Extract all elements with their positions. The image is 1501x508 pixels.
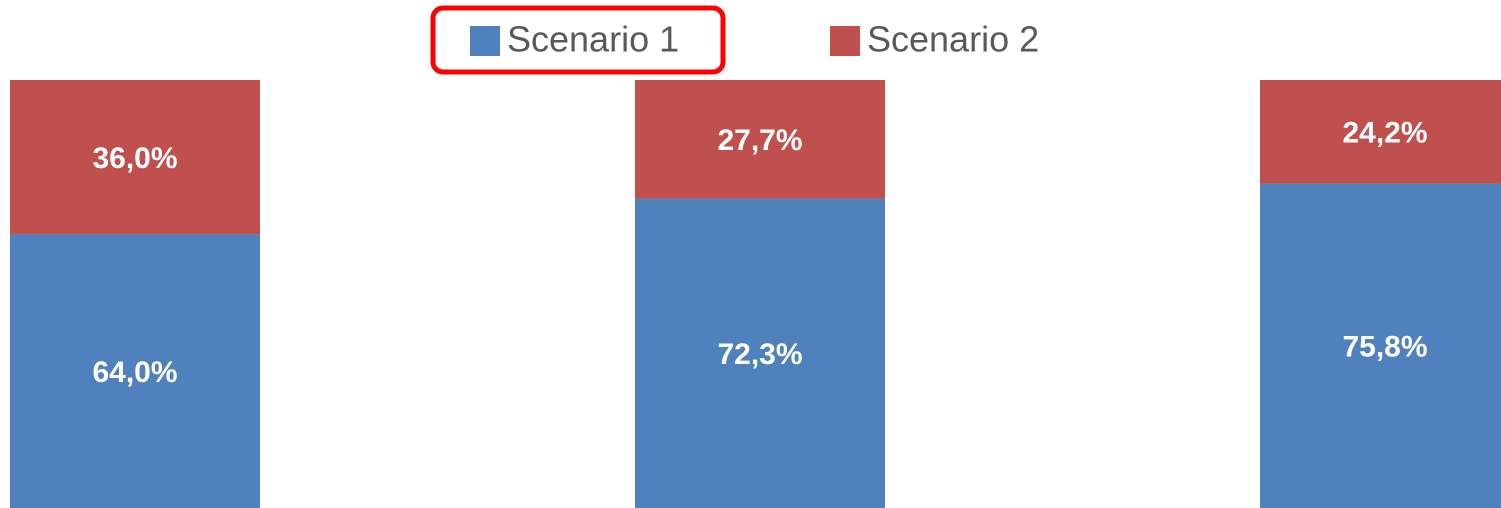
legend-swatch bbox=[470, 26, 500, 56]
bar-segment bbox=[1260, 80, 1501, 184]
value-label: 27,7% bbox=[717, 124, 802, 157]
bar-segment bbox=[1260, 183, 1501, 508]
legend-label: Scenario 2 bbox=[867, 19, 1039, 60]
value-label: 24,2% bbox=[1342, 117, 1427, 150]
value-label: 72,3% bbox=[717, 338, 802, 371]
legend-swatch bbox=[830, 26, 860, 56]
highlight-box bbox=[430, 5, 726, 75]
legend-label: Scenario 1 bbox=[507, 19, 679, 60]
value-label: 36,0% bbox=[92, 142, 177, 175]
bar-segment bbox=[635, 198, 885, 508]
bar-segment bbox=[10, 80, 260, 235]
bar-segment bbox=[10, 234, 260, 508]
bar-segment bbox=[635, 80, 885, 199]
value-label: 75,8% bbox=[1342, 331, 1427, 364]
value-label: 64,0% bbox=[92, 356, 177, 389]
